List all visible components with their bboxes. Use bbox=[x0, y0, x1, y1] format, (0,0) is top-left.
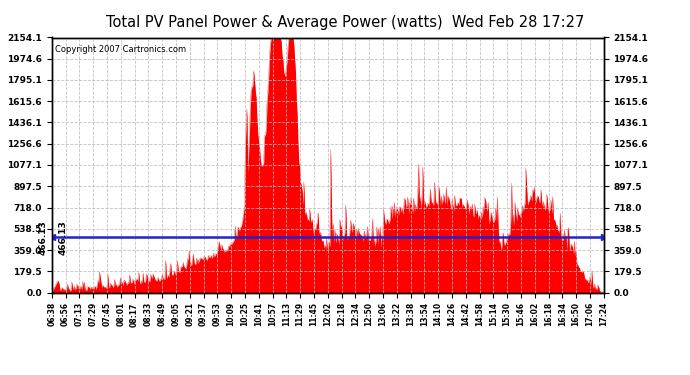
Text: Total PV Panel Power & Average Power (watts)  Wed Feb 28 17:27: Total PV Panel Power & Average Power (wa… bbox=[106, 15, 584, 30]
Text: 466.13: 466.13 bbox=[59, 220, 68, 255]
Text: Copyright 2007 Cartronics.com: Copyright 2007 Cartronics.com bbox=[55, 45, 186, 54]
Text: 466.13: 466.13 bbox=[39, 220, 48, 255]
